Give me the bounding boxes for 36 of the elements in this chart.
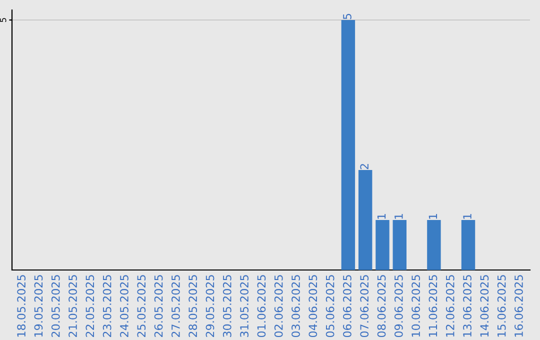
data-label: 2: [360, 164, 368, 170]
x-tick-label: 07.06.2025: [360, 275, 369, 338]
x-tick-label: 27.05.2025: [171, 275, 180, 337]
x-tick-label: 30.05.2025: [222, 275, 232, 337]
x-tick-label: 23.05.2025: [102, 275, 112, 337]
x-tick-label: 02.06.2025: [274, 275, 283, 338]
x-tick-label: 05.06.2025: [326, 275, 334, 338]
x-tick-label: 19.05.2025: [34, 275, 43, 337]
x-tick-label: 12.06.2025: [446, 275, 454, 337]
x-tick-label: 06.06.2025: [343, 275, 352, 338]
x-tick-label: 01.06.2025: [257, 275, 266, 338]
data-label: 1: [394, 214, 403, 219]
x-tick-label: 22.05.2025: [86, 275, 94, 337]
x-tick-label: 24.05.2025: [120, 275, 128, 337]
x-tick-label: 04.06.2025: [308, 275, 318, 338]
x-tick-label: 11.06.2025: [428, 275, 438, 337]
x-tick-label: 03.06.2025: [292, 275, 300, 338]
x-tick-label: 18.05.2025: [17, 275, 26, 337]
data-label: 1: [377, 214, 386, 219]
x-tick-label: 31.05.2025: [240, 275, 248, 337]
x-tick-label: 25.05.2025: [137, 275, 146, 337]
x-tick-label: 09.06.2025: [394, 275, 403, 338]
x-tick-label: 26.05.2025: [154, 275, 163, 337]
x-tick-label: 15.06.2025: [497, 275, 506, 337]
x-tick-label: 16.06.2025: [514, 275, 523, 337]
data-label: 1: [428, 214, 438, 219]
x-tick-label: 08.06.2025: [377, 275, 386, 338]
data-label: 5: [343, 14, 352, 20]
data-label: 1: [463, 214, 472, 219]
x-tick-label: 10.06.2025: [412, 275, 420, 337]
x-tick-label: 13.06.2025: [463, 275, 472, 337]
x-tick-label: 29.05.2025: [206, 275, 214, 337]
x-tick-label: 28.05.2025: [188, 275, 198, 337]
x-tick-label: 20.05.2025: [51, 275, 60, 337]
x-tick-label: 14.06.2025: [480, 275, 489, 337]
x-tick-label: 21.05.2025: [68, 275, 77, 337]
